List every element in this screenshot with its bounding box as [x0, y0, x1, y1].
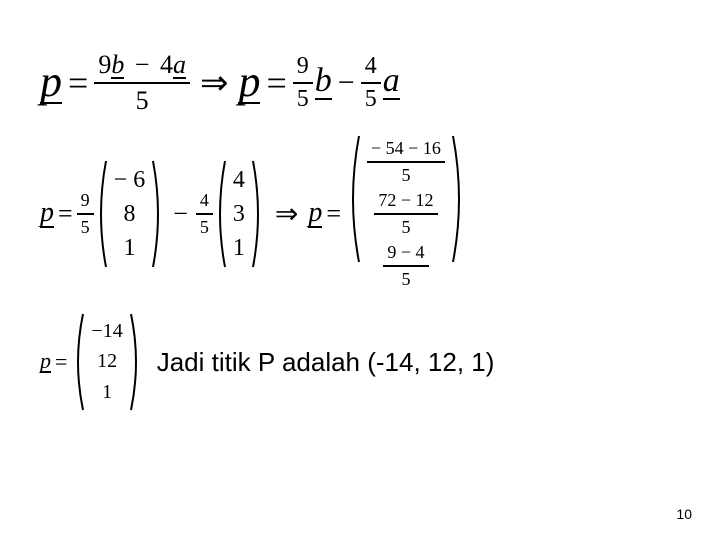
entry-1: 8	[123, 201, 135, 228]
coef-9-5: 9 5	[77, 190, 94, 238]
fraction-9-5: 9 5	[293, 53, 313, 113]
vector-p-l2: p	[40, 200, 54, 228]
den-5: 5	[297, 84, 309, 113]
equation-line-2: p = 9 5 − 6 8 1 − 4 5 4 3 1	[40, 134, 680, 294]
den: 5	[200, 215, 209, 238]
result-row-2: 9 − 4 5	[383, 242, 428, 290]
coef-4: 4	[160, 50, 173, 79]
num: 9 − 4	[383, 242, 428, 267]
fraction-9b-4a-over-5: 9b − 4a 5	[94, 50, 190, 116]
entry-1: 3	[233, 201, 245, 228]
final-vector: −14 12 1	[71, 312, 142, 412]
paren-right-icon	[129, 312, 143, 412]
paren-right-icon	[251, 159, 265, 269]
vector-a-2: a	[383, 66, 400, 100]
conclusion-text: Jadi titik P adalah (-14, 12, 1)	[157, 347, 495, 378]
equals-l2: =	[58, 199, 73, 229]
result-row-0: − 54 − 16 5	[367, 138, 445, 186]
paren-left-icon	[71, 312, 85, 412]
equals-l2b: =	[326, 199, 341, 229]
num: 4	[196, 190, 213, 215]
slide-content: p = 9b − 4a 5 ⇒ p = 9 5 b − 4 5 a p =	[40, 50, 680, 430]
paren-left-icon	[94, 159, 108, 269]
implies-arrow: ⇒	[200, 63, 229, 103]
vector-p-rhs: p	[238, 62, 260, 105]
fraction-4-5: 4 5	[361, 53, 381, 113]
result-vector: − 54 − 16 5 72 − 12 5 9 − 4 5	[345, 134, 467, 294]
entry-0: −14	[91, 320, 122, 343]
entry-0: 4	[233, 167, 245, 194]
entry-0: − 6	[114, 167, 146, 194]
minus-op: −	[135, 50, 150, 79]
coef-4-5: 4 5	[196, 190, 213, 238]
num-4: 4	[361, 53, 381, 84]
den: 5	[401, 267, 410, 290]
num: 9	[77, 190, 94, 215]
num-9: 9	[293, 53, 313, 84]
vector-b-2: b	[315, 66, 332, 100]
entry-2: 1	[233, 235, 245, 262]
entry-1: 12	[97, 350, 117, 373]
paren-left-icon	[213, 159, 227, 269]
equals-l3: =	[55, 349, 67, 375]
vector-a: a	[173, 53, 186, 79]
vector-p: p	[40, 62, 62, 105]
implies-l2: ⇒	[275, 197, 298, 231]
column-vector-1: − 6 8 1	[94, 159, 166, 269]
equals-sign: =	[68, 62, 88, 104]
num: 72 − 12	[374, 190, 437, 215]
den: 5	[81, 215, 90, 238]
coef-9: 9	[98, 50, 111, 79]
minus-l2: −	[173, 199, 188, 229]
paren-left-icon	[345, 134, 361, 264]
result-row-1: 72 − 12 5	[374, 190, 437, 238]
den-5: 5	[365, 84, 377, 113]
entry-2: 1	[123, 235, 135, 262]
vector-b: b	[111, 53, 124, 79]
equation-line-1: p = 9b − 4a 5 ⇒ p = 9 5 b − 4 5 a	[40, 50, 680, 116]
paren-right-icon	[451, 134, 467, 264]
den: 5	[401, 215, 410, 238]
minus-sign: −	[338, 66, 355, 100]
equals-sign-2: =	[266, 62, 286, 104]
equation-line-3: p = −14 12 1 Jadi titik P adalah (-14, 1…	[40, 312, 680, 412]
num: − 54 − 16	[367, 138, 445, 163]
page-number: 10	[676, 506, 692, 522]
numerator: 9b − 4a	[94, 50, 190, 84]
column-vector-2: 4 3 1	[213, 159, 265, 269]
vector-p-l2b: p	[308, 200, 322, 228]
paren-right-icon	[151, 159, 165, 269]
den: 5	[401, 163, 410, 186]
denominator: 5	[136, 84, 149, 116]
vector-p-l3: p	[40, 351, 51, 374]
entry-2: 1	[102, 381, 112, 404]
